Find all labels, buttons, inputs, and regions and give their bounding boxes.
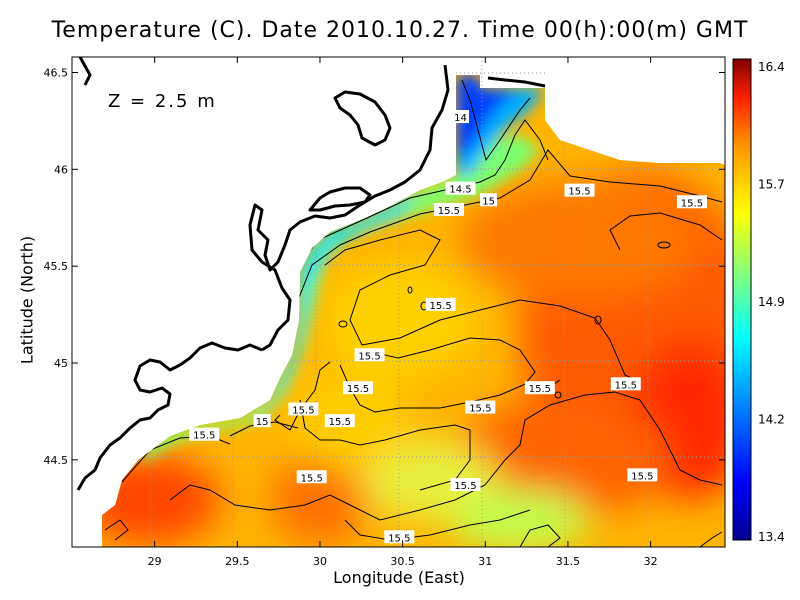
contour-label: 15.5: [358, 351, 380, 362]
contour-label-box: [676, 195, 707, 209]
contour-label: 15.5: [329, 417, 351, 428]
contour-label-box: [627, 468, 658, 482]
contour-label: 15.5: [438, 206, 460, 217]
colorbar-label: 13.4: [758, 530, 785, 544]
sea-temperature-field: [102, 75, 725, 547]
contour-label-box: [564, 183, 595, 197]
depth-annotation: Z = 2.5 m: [108, 91, 217, 112]
contour-labels: 14 14.5 15 15.5 15.5 15.5 15.5 15.5 15.5 15.5 15.5…: [189, 110, 707, 544]
contour-label: 15.5: [615, 380, 637, 391]
x-tick-label: 31.5: [556, 555, 581, 568]
contour-label-box: [610, 377, 641, 391]
axis-ticks: 29 29.5 30 30.5 31 31.5 32 44.5 45 45.5 46 46.5: [44, 57, 725, 568]
contour-label: 15.5: [292, 405, 314, 416]
contour-label-box: [480, 193, 498, 207]
colorbar-label: 14.2: [758, 413, 785, 427]
contour-label: 15.5: [301, 473, 323, 484]
x-tick-label: 30.5: [390, 555, 415, 568]
x-axis-label: Longitude (East): [333, 568, 465, 587]
contour-lines: [104, 79, 723, 547]
colorbar-labels: 16.4 15.7 14.9 14.2 13.4: [758, 60, 785, 544]
contour-label-box: [433, 203, 464, 217]
contour-label: 15.5: [388, 533, 410, 544]
contour-label: 15.5: [469, 404, 491, 415]
coastline: [76, 57, 546, 491]
contour-label: 15.5: [430, 301, 452, 312]
contour-label-box: [288, 402, 319, 416]
contour-label-box: [253, 414, 271, 428]
contour-label: 15.5: [631, 471, 653, 482]
contour-label: 14: [454, 113, 467, 124]
contour-label-box: [324, 414, 355, 428]
contour-label: 15.5: [529, 384, 551, 395]
colorbar: [732, 58, 752, 541]
y-tick-label: 44.5: [44, 454, 69, 467]
x-tick-label: 29: [148, 555, 162, 568]
grid-lines: [72, 57, 725, 547]
contour-label-box: [451, 110, 469, 124]
contour-label-box: [189, 427, 220, 441]
contour-label: 15.5: [681, 198, 703, 209]
x-tick-label: 32: [644, 555, 658, 568]
contour-label-box: [384, 530, 415, 544]
chart-title: Temperature (C). Date 2010.10.27. Time 0…: [51, 18, 749, 43]
axes-frame: [71, 56, 726, 548]
y-tick-label: 45: [54, 357, 68, 370]
contour-label: 15.5: [347, 384, 369, 395]
contour-label: 15.5: [454, 481, 476, 492]
y-tick-label: 46.5: [44, 66, 69, 79]
contour-label-box: [524, 381, 555, 395]
y-tick-label: 45.5: [44, 260, 69, 273]
x-tick-label: 29.5: [225, 555, 250, 568]
x-tick-label: 30: [313, 555, 327, 568]
colorbar-label: 14.9: [758, 295, 785, 309]
contour-label: 15: [256, 417, 269, 428]
colorbar-label: 15.7: [758, 178, 785, 192]
contour-label-box: [450, 478, 481, 492]
contour-label: 15.5: [193, 431, 215, 442]
contour-label-box: [445, 181, 476, 195]
contour-label: 15.5: [568, 187, 590, 198]
contour-label: 15: [482, 196, 495, 207]
contour-label: 14.5: [449, 185, 471, 196]
y-tick-label: 46: [54, 163, 68, 176]
land-mask: [72, 57, 725, 547]
contour-label-box: [425, 297, 456, 311]
contour-label-box: [342, 381, 373, 395]
colorbar-label: 16.4: [758, 60, 785, 74]
x-tick-label: 31: [478, 555, 492, 568]
y-axis-label: Latitude (North): [17, 235, 37, 365]
contour-label-box: [465, 400, 496, 414]
contour-label-box: [354, 348, 385, 362]
contour-label-box: [296, 470, 327, 484]
